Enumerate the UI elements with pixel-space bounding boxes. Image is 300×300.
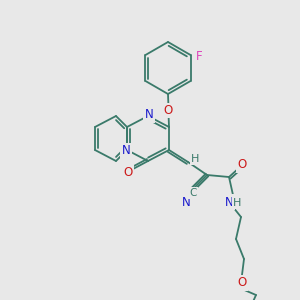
Text: O: O [237, 158, 247, 172]
Text: N: N [225, 196, 233, 208]
Text: N: N [122, 145, 130, 158]
Text: H: H [191, 154, 199, 164]
Text: O: O [123, 167, 133, 179]
Text: F: F [196, 50, 203, 62]
Text: N: N [182, 196, 190, 208]
Text: C: C [189, 188, 197, 198]
Text: O: O [164, 104, 173, 117]
Text: H: H [233, 198, 241, 208]
Text: O: O [237, 277, 247, 290]
Text: N: N [145, 109, 153, 122]
